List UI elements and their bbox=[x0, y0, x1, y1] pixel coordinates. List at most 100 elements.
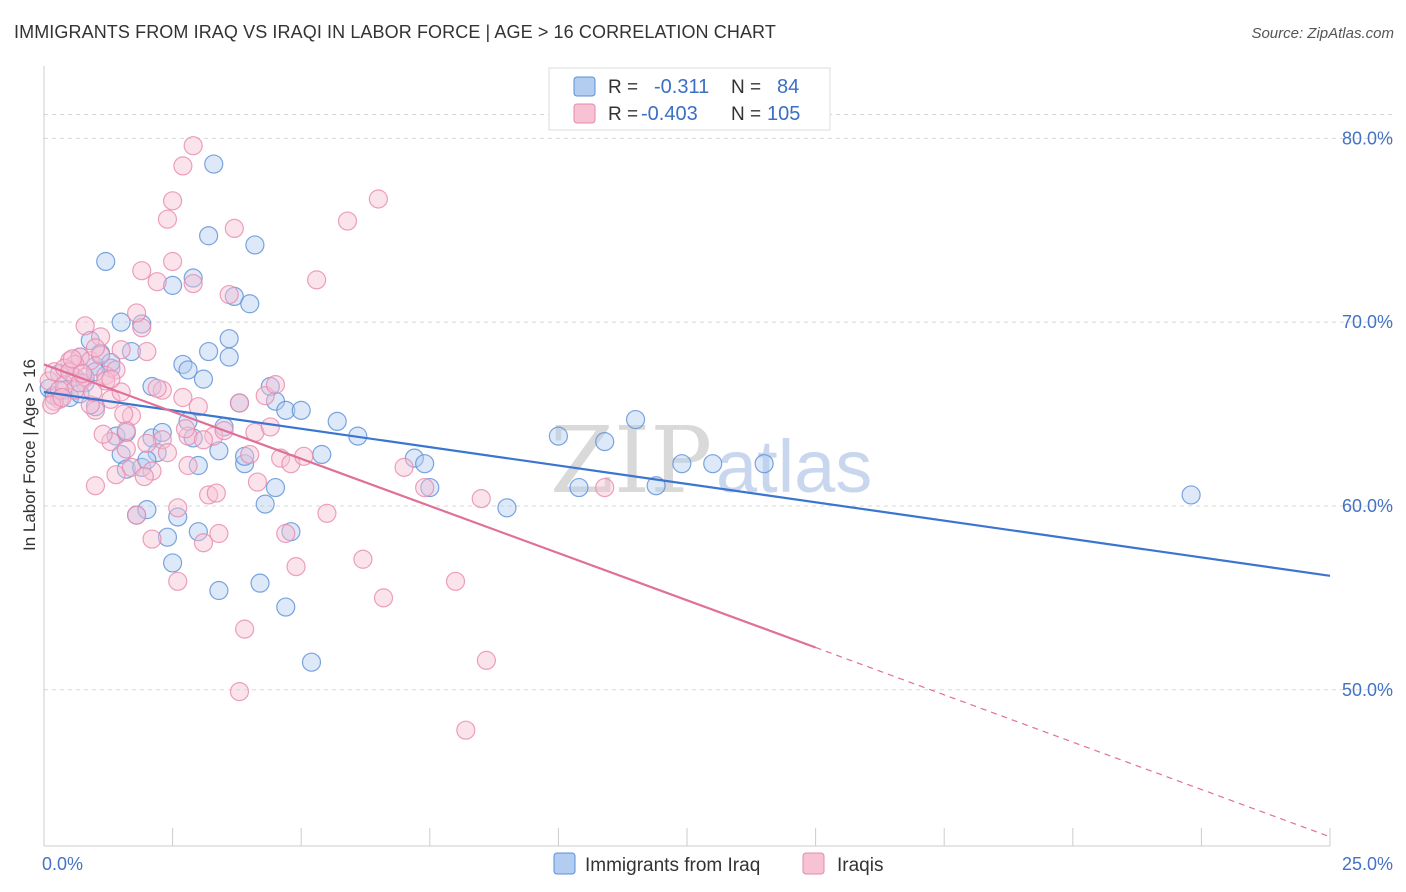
point-pink-12 bbox=[96, 365, 116, 386]
point-pink-31 bbox=[168, 571, 188, 591]
point-pink-14 bbox=[101, 432, 121, 452]
point-pink-48 bbox=[240, 444, 260, 465]
point-pink-30 bbox=[163, 251, 183, 272]
stats-n-label-1: N = bbox=[731, 77, 761, 98]
point-pink-35 bbox=[183, 273, 203, 294]
point-pink-102 bbox=[206, 483, 226, 503]
point-pink-43 bbox=[219, 284, 239, 305]
point-pink-60 bbox=[353, 549, 373, 569]
point-blue-17 bbox=[111, 312, 131, 332]
point-blue-38 bbox=[193, 369, 214, 389]
point-pink-47 bbox=[235, 619, 255, 639]
point-pink-25 bbox=[142, 529, 162, 549]
point-pink-22 bbox=[132, 261, 152, 281]
point-blue-36 bbox=[183, 268, 203, 288]
point-pink-33 bbox=[173, 387, 193, 408]
point-blue-43 bbox=[209, 441, 229, 461]
point-blue-51 bbox=[240, 294, 260, 314]
point-blue-70 bbox=[548, 426, 569, 446]
stats-swatch-blue bbox=[573, 76, 596, 97]
point-blue-71 bbox=[569, 477, 589, 498]
point-blue-12 bbox=[96, 251, 116, 272]
point-pink-99 bbox=[114, 404, 134, 424]
point-blue-29 bbox=[163, 553, 183, 573]
stats-legend: R = -0.311 N = 84 R = -0.403 N = 105 bbox=[548, 67, 831, 131]
point-blue-82 bbox=[188, 455, 208, 476]
point-pink-65 bbox=[445, 571, 466, 591]
point-blue-62 bbox=[301, 652, 322, 672]
point-blue-28 bbox=[157, 527, 178, 547]
point-blue-23 bbox=[137, 500, 157, 520]
y-tick-label-2: 70.0% bbox=[1342, 312, 1393, 332]
point-blue-53 bbox=[250, 573, 270, 593]
point-pink-7 bbox=[75, 316, 95, 336]
point-pink-91 bbox=[147, 378, 167, 398]
point-blue-45 bbox=[219, 347, 239, 367]
point-blue-42 bbox=[209, 580, 229, 601]
point-blue-78 bbox=[1181, 485, 1201, 505]
point-blue-73 bbox=[625, 409, 646, 430]
point-pink-52 bbox=[265, 375, 286, 395]
point-blue-40 bbox=[199, 226, 219, 246]
y-tick-label-0: 50.0% bbox=[1342, 680, 1393, 700]
stats-swatch-pink bbox=[573, 103, 596, 124]
point-pink-17 bbox=[111, 340, 131, 360]
y-tick-label-3: 80.0% bbox=[1342, 128, 1393, 148]
point-pink-15 bbox=[106, 465, 126, 485]
point-blue-41 bbox=[204, 154, 224, 174]
point-blue-68 bbox=[420, 477, 440, 498]
point-pink-10 bbox=[85, 400, 106, 420]
point-pink-100 bbox=[134, 466, 154, 487]
stats-r-value-2: -0.403 bbox=[641, 103, 698, 125]
point-blue-59 bbox=[276, 597, 296, 617]
stats-r-label-2: R = bbox=[608, 104, 638, 125]
watermark-atlas: atlas bbox=[716, 425, 872, 508]
point-pink-95 bbox=[62, 349, 82, 369]
legend-swatch-iraq bbox=[553, 852, 576, 875]
point-pink-69 bbox=[595, 477, 615, 498]
stats-r-value-1: -0.311 bbox=[654, 76, 709, 98]
point-pink-20 bbox=[126, 505, 147, 525]
point-pink-18 bbox=[116, 439, 136, 459]
point-blue-58 bbox=[276, 400, 296, 420]
point-blue-39 bbox=[199, 341, 219, 362]
chart-title: IMMIGRANTS FROM IRAQ VS IRAQI IN LABOR F… bbox=[14, 22, 776, 42]
point-pink-85 bbox=[137, 433, 157, 454]
point-pink-64 bbox=[415, 477, 435, 498]
point-blue-37 bbox=[188, 522, 208, 542]
point-pink-98 bbox=[93, 424, 113, 444]
point-pink-80 bbox=[193, 430, 214, 450]
point-pink-63 bbox=[394, 457, 414, 477]
point-blue-67 bbox=[415, 454, 435, 474]
point-pink-37 bbox=[188, 397, 208, 417]
point-pink-94 bbox=[52, 387, 72, 408]
point-pink-86 bbox=[157, 443, 178, 463]
point-pink-93 bbox=[42, 395, 62, 415]
point-blue-27 bbox=[152, 422, 172, 443]
x-tick-labels: 0.0% 25.0% bbox=[42, 854, 1393, 874]
point-pink-92 bbox=[178, 455, 198, 476]
y-tick-labels: 50.0% 60.0% 70.0% 80.0% bbox=[1342, 128, 1393, 699]
point-pink-51 bbox=[260, 417, 280, 437]
point-pink-74 bbox=[126, 303, 147, 323]
stats-n-value-1: 84 bbox=[777, 76, 799, 98]
legend-swatch-iraqis bbox=[802, 852, 825, 875]
trend-line-blue bbox=[43, 390, 1331, 577]
point-pink-9 bbox=[85, 476, 106, 496]
point-blue-33 bbox=[178, 360, 198, 380]
point-pink-26 bbox=[147, 272, 167, 292]
point-pink-101 bbox=[175, 419, 196, 439]
chart-source: Source: ZipAtlas.com bbox=[1251, 25, 1394, 42]
stats-n-label-2: N = bbox=[731, 104, 761, 125]
point-pink-23 bbox=[137, 341, 157, 362]
point-blue-63 bbox=[312, 444, 332, 465]
point-pink-61 bbox=[368, 189, 388, 209]
legend-label-iraq: Immigrants from Iraq bbox=[585, 855, 760, 876]
point-blue-76 bbox=[703, 454, 723, 474]
point-pink-57 bbox=[307, 270, 327, 290]
point-pink-96 bbox=[72, 364, 93, 384]
point-pink-21 bbox=[132, 318, 152, 338]
point-pink-68 bbox=[476, 650, 496, 670]
point-pink-54 bbox=[276, 523, 296, 544]
